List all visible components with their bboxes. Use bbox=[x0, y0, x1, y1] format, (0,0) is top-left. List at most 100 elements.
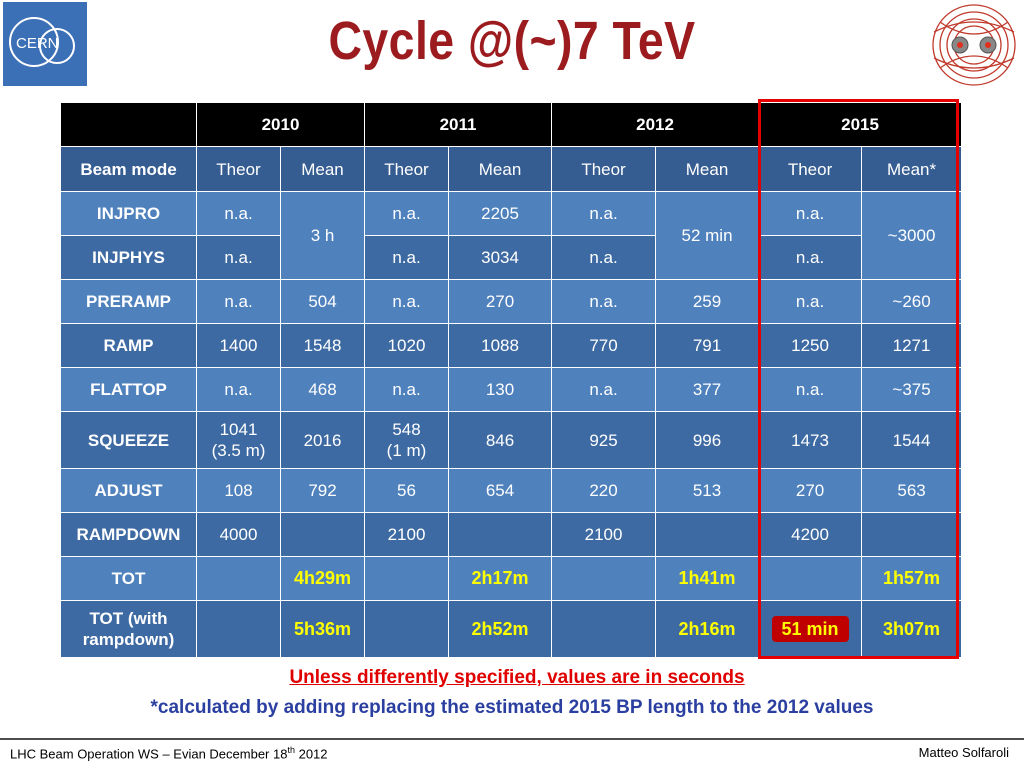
row-label: SQUEEZE bbox=[60, 411, 197, 469]
year-header-empty bbox=[60, 102, 197, 147]
table-row-injpro: INJPRO n.a. 3 h n.a. 2205 n.a. 52 min n.… bbox=[60, 191, 963, 280]
table-cell: n.a. bbox=[196, 235, 281, 280]
table-cell: n.a. bbox=[196, 367, 281, 412]
table-cell bbox=[655, 512, 760, 557]
row-label: INJPHYS bbox=[60, 235, 197, 280]
table-cell: 1020 bbox=[364, 323, 450, 368]
total-cell: 2h17m bbox=[448, 556, 553, 601]
total-cell: 3h07m bbox=[861, 600, 963, 658]
table-cell bbox=[196, 600, 281, 658]
table-row-tot-with-rampdown: TOT (with rampdown) 5h36m 2h52m 2h16m 51 … bbox=[60, 600, 963, 658]
table-cell: 846 bbox=[448, 411, 553, 469]
table-cell: 563 bbox=[861, 468, 963, 513]
table-cell: 2100 bbox=[551, 512, 657, 557]
table-cell: 925 bbox=[551, 411, 657, 469]
table-cell-merged: ~3000 bbox=[861, 191, 963, 280]
cell-subvalue: (3.5 m) bbox=[211, 441, 266, 460]
table-cell: n.a. bbox=[196, 191, 281, 236]
table-cell-merged: 3 h bbox=[279, 191, 366, 280]
table-row-injphys: INJPHYS n.a. n.a. 3034 n.a. n.a. bbox=[60, 235, 962, 280]
table-cell: 770 bbox=[551, 323, 657, 368]
table-cell bbox=[861, 512, 963, 557]
table-row-tot: TOT 4h29m 2h17m 1h41m 1h57m bbox=[60, 556, 963, 601]
table-cell: 56 bbox=[364, 468, 450, 513]
year-2010: 2010 bbox=[195, 102, 366, 147]
table-row-adjust: ADJUST 108 792 56 654 220 513 270 563 bbox=[60, 468, 963, 513]
table-cell: n.a. bbox=[364, 235, 450, 280]
table-cell: ~375 bbox=[861, 367, 963, 412]
cern-logo-icon: CERN bbox=[9, 17, 75, 67]
table-cell: 996 bbox=[655, 411, 760, 469]
table-cell: 3034 bbox=[448, 235, 553, 280]
table-cell: n.a. bbox=[364, 367, 450, 412]
total-cell: 2h52m bbox=[448, 600, 553, 658]
table-cell bbox=[364, 556, 450, 601]
total-cell: 1h57m bbox=[861, 556, 963, 601]
total-cell: 4h29m bbox=[279, 556, 366, 601]
year-header-row: 2010 2011 2012 2015 bbox=[60, 102, 963, 147]
total-cell: 1h41m bbox=[655, 556, 760, 601]
row-label: TOT bbox=[60, 556, 197, 601]
row-label: PRERAMP bbox=[60, 279, 197, 324]
total-cell: 2h16m bbox=[655, 600, 760, 658]
footer-event-year: 2012 bbox=[294, 746, 328, 762]
row-label: ADJUST bbox=[60, 468, 197, 513]
cell-value: 548 bbox=[392, 420, 421, 439]
table-cell bbox=[196, 556, 281, 601]
table-cell: n.a. bbox=[551, 235, 657, 280]
table-cell: n.a. bbox=[758, 191, 863, 236]
row-label-line2: rampdown) bbox=[82, 630, 175, 649]
table-cell: 377 bbox=[655, 367, 760, 412]
table-cell: 548 (1 m) bbox=[364, 411, 450, 469]
footer-divider bbox=[0, 738, 1024, 740]
table-cell: 1544 bbox=[861, 411, 963, 469]
table-cell: 4000 bbox=[196, 512, 281, 557]
table-cell bbox=[551, 600, 657, 658]
table-cell: 1088 bbox=[448, 323, 553, 368]
table-cell: 130 bbox=[448, 367, 553, 412]
lhc-beam-logo-icon bbox=[932, 4, 1016, 86]
table-row-preramp: PRERAMP n.a. 504 n.a. 270 n.a. 259 n.a. … bbox=[60, 279, 963, 324]
table-cell: 270 bbox=[758, 468, 863, 513]
header-cell: Mean bbox=[448, 146, 553, 192]
table-cell: 1548 bbox=[279, 323, 366, 368]
table-cell bbox=[279, 512, 366, 557]
cern-logo: CERN bbox=[3, 2, 87, 86]
table-cell: 220 bbox=[551, 468, 657, 513]
table-cell: 792 bbox=[279, 468, 366, 513]
table-cell: n.a. bbox=[196, 279, 281, 324]
table-cell: ~260 bbox=[861, 279, 963, 324]
header-cell: Theor bbox=[196, 146, 281, 192]
header-cell: Theor bbox=[758, 146, 863, 192]
table-cell: n.a. bbox=[551, 191, 657, 236]
header-cell: Mean bbox=[279, 146, 366, 192]
table-cell: 1400 bbox=[196, 323, 281, 368]
table-cell: n.a. bbox=[758, 235, 863, 280]
table-cell: 2016 bbox=[279, 411, 366, 469]
row-label: FLATTOP bbox=[60, 367, 197, 412]
table-cell: 270 bbox=[448, 279, 553, 324]
header-cell: Mean* bbox=[861, 146, 963, 192]
table-cell: n.a. bbox=[364, 279, 450, 324]
table-cell: 791 bbox=[655, 323, 760, 368]
header-cell: Theor bbox=[551, 146, 657, 192]
table-cell: n.a. bbox=[758, 279, 863, 324]
table-cell: 1250 bbox=[758, 323, 863, 368]
table-cell bbox=[448, 512, 553, 557]
table-cell bbox=[364, 600, 450, 658]
header-beam-mode: Beam mode bbox=[60, 146, 197, 192]
table-cell: 1041 (3.5 m) bbox=[196, 411, 281, 469]
year-2012: 2012 bbox=[551, 102, 760, 147]
year-2015: 2015 bbox=[758, 102, 963, 147]
cell-value: 1041 bbox=[219, 420, 258, 439]
header-cell: Theor bbox=[364, 146, 450, 192]
row-label: RAMP bbox=[60, 323, 197, 368]
footer-author: Matteo Solfaroli bbox=[918, 745, 1009, 760]
table-cell: 1473 bbox=[758, 411, 863, 469]
table-cell: 2100 bbox=[364, 512, 450, 557]
cern-logo-text: CERN bbox=[16, 35, 59, 52]
table-row-flattop: FLATTOP n.a. 468 n.a. 130 n.a. 377 n.a. … bbox=[60, 367, 963, 412]
header-cell: Mean bbox=[655, 146, 760, 192]
lhc-logo bbox=[930, 2, 1018, 88]
footnote: *calculated by adding replacing the esti… bbox=[150, 697, 874, 718]
